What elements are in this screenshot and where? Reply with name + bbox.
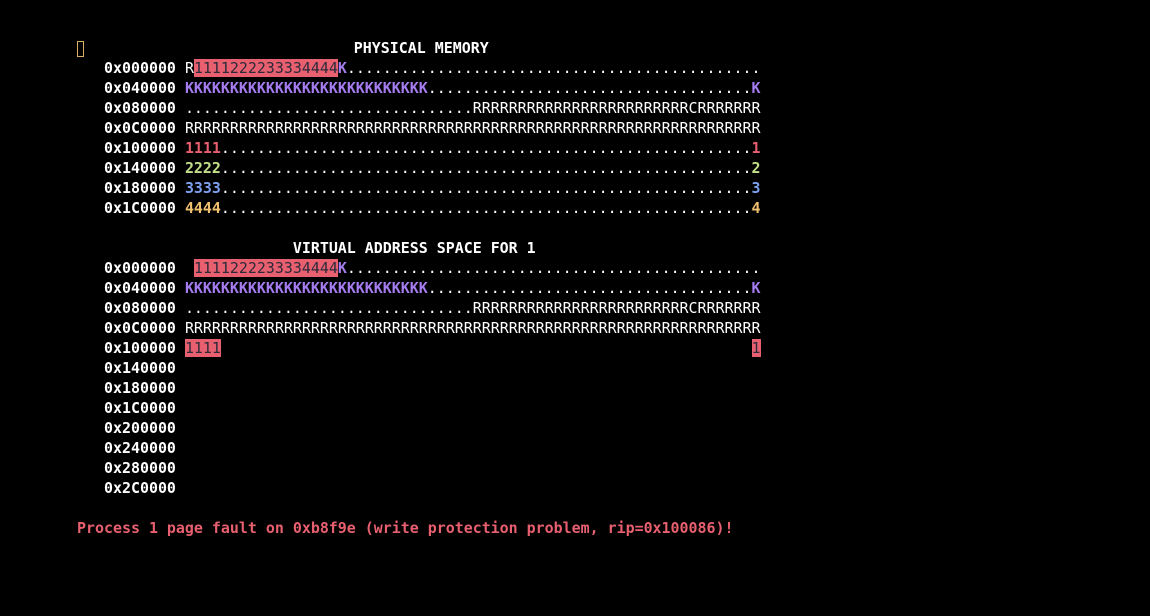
row-address: 0x140000 [103, 159, 176, 177]
memory-row: 0x200000 [77, 418, 761, 438]
page-cells: ........................................… [220, 139, 752, 157]
terminal-screen: PHYSICAL MEMORY 0x000000 R11112222333344… [77, 38, 761, 538]
row-address: 0x180000 [103, 179, 176, 197]
page-cells: 4 [751, 199, 761, 217]
row-address: 0x000000 [103, 59, 176, 77]
virtual-title-line: VIRTUAL ADDRESS SPACE FOR 1 [77, 238, 761, 258]
row-address: 0x080000 [103, 299, 176, 317]
physical-title-line: PHYSICAL MEMORY [77, 38, 761, 58]
page-cells: K [337, 59, 347, 77]
page-cells: 1 [751, 339, 761, 357]
virtual-memory-map: 0x000000 1111222233334444K..............… [77, 258, 761, 498]
memory-row: 0x040000 KKKKKKKKKKKKKKKKKKKKKKKKKKK....… [77, 78, 761, 98]
memory-row: 0x180000 [77, 378, 761, 398]
memory-row: 0x080000 ...............................… [77, 98, 761, 118]
page-cells: ........................................… [346, 259, 761, 277]
page-cells: ........................................… [220, 159, 752, 177]
page-cells: K [751, 279, 761, 297]
memory-row: 0x2C0000 [77, 478, 761, 498]
row-address: 0x040000 [103, 279, 176, 297]
row-address: 0x1C0000 [103, 199, 176, 217]
page-cells: K [751, 79, 761, 97]
page-cells: R [184, 59, 194, 77]
row-address: 0x180000 [103, 379, 176, 397]
page-cells: 3 [751, 179, 761, 197]
memory-row: 0x000000 R1111222233334444K.............… [77, 58, 761, 78]
virtual-space-title: VIRTUAL ADDRESS SPACE FOR 1 [292, 239, 536, 257]
page-cells: 3333 [184, 179, 221, 197]
row-address: 0x200000 [103, 419, 176, 437]
memory-row: 0x1C0000 4444...........................… [77, 198, 761, 218]
physical-memory-title: PHYSICAL MEMORY [353, 39, 489, 57]
page-cells [185, 259, 194, 277]
page-cells: 1111 [184, 339, 221, 357]
row-address: 0x100000 [103, 339, 176, 357]
row-address: 0x000000 [103, 259, 176, 277]
page-cells: RRRRRRRRRRRRRRRRRRRRRRRRRRRRRRRRRRRRRRRR… [184, 319, 761, 337]
page-cells: .................................... [427, 279, 752, 297]
row-address: 0x140000 [103, 359, 176, 377]
row-address: 0x0C0000 [103, 119, 176, 137]
page-cells: 2222 [184, 159, 221, 177]
page-cells: 1111222233334444 [193, 259, 338, 277]
memory-row: 0x040000 KKKKKKKKKKKKKKKKKKKKKKKKKKK....… [77, 278, 761, 298]
page-cells: ................................RRRRRRRR… [184, 299, 761, 317]
memory-row: 0x000000 1111222233334444K..............… [77, 258, 761, 278]
page-cells: KKKKKKKKKKKKKKKKKKKKKKKKKKK [184, 79, 428, 97]
page-cells: ........................................… [220, 199, 752, 217]
memory-row: 0x0C0000 RRRRRRRRRRRRRRRRRRRRRRRRRRRRRRR… [77, 118, 761, 138]
memory-row: 0x0C0000 RRRRRRRRRRRRRRRRRRRRRRRRRRRRRRR… [77, 318, 761, 338]
page-cells: ................................RRRRRRRR… [184, 99, 761, 117]
page-cells: KKKKKKKKKKKKKKKKKKKKKKKKKKK [184, 279, 428, 297]
page-cells: 2 [751, 159, 761, 177]
page-cells: ........................................… [346, 59, 761, 77]
page-cells: 1111 [184, 139, 221, 157]
page-cells [221, 339, 752, 357]
row-address: 0x280000 [103, 459, 176, 477]
page-cells: ........................................… [220, 179, 752, 197]
memory-row: 0x240000 [77, 438, 761, 458]
memory-row: 0x1C0000 [77, 398, 761, 418]
row-address: 0x2C0000 [103, 479, 176, 497]
memory-row: 0x140000 2222...........................… [77, 158, 761, 178]
memory-row: 0x080000 ...............................… [77, 298, 761, 318]
memory-row: 0x280000 [77, 458, 761, 478]
memory-row: 0x180000 3333...........................… [77, 178, 761, 198]
memory-row: 0x140000 [77, 358, 761, 378]
page-cells: 1 [751, 139, 761, 157]
memory-row: 0x100000 1111...........................… [77, 138, 761, 158]
page-cells: K [337, 259, 347, 277]
memory-row: 0x100000 1111 1 [77, 338, 761, 358]
row-address: 0x240000 [103, 439, 176, 457]
row-address: 0x1C0000 [103, 399, 176, 417]
page-cells: RRRRRRRRRRRRRRRRRRRRRRRRRRRRRRRRRRRRRRRR… [184, 119, 761, 137]
page-cells: .................................... [427, 79, 752, 97]
row-address: 0x040000 [103, 79, 176, 97]
page-fault-message: Process 1 page fault on 0xb8f9e (write p… [77, 519, 734, 537]
block-cursor-icon [77, 41, 84, 57]
row-address: 0x0C0000 [103, 319, 176, 337]
page-cells: 1111222233334444 [193, 59, 338, 77]
physical-memory-map: 0x000000 R1111222233334444K.............… [77, 58, 761, 218]
row-address: 0x080000 [103, 99, 176, 117]
page-cells: 4444 [184, 199, 221, 217]
row-address: 0x100000 [103, 139, 176, 157]
